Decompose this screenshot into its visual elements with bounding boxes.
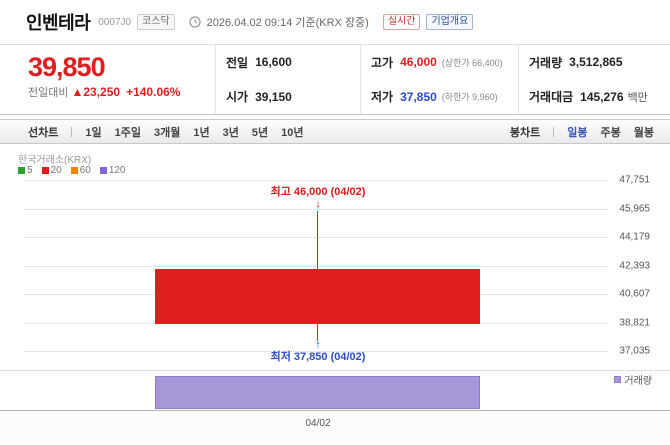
stock-code: 0007J0: [98, 16, 132, 28]
lower-wick: [317, 324, 318, 341]
amount-value: 145,276: [580, 89, 624, 104]
y-axis-tick: 37,035: [619, 345, 650, 357]
tab-10year[interactable]: 10년: [281, 126, 304, 139]
low-annotation-text: 최저 37,850 (04/02): [270, 351, 366, 363]
y-axis-tick: 45,965: [619, 203, 650, 215]
realtime-button[interactable]: 실시간: [382, 14, 421, 30]
y-axis-tick: 47,751: [619, 174, 650, 186]
change-percent: +140.06%: [126, 85, 181, 100]
y-axis-tick: 40,607: [619, 288, 650, 300]
gridline: [25, 209, 608, 210]
upper-wick: [317, 211, 318, 269]
y-axis-tick: 44,179: [619, 231, 650, 243]
volume-cell: 거래량 3,512,865: [518, 45, 670, 80]
ma-60-swatch: [70, 167, 78, 174]
open-value: 39,150: [255, 89, 292, 104]
volume-label: 거래량: [529, 55, 563, 70]
gridline: [25, 180, 608, 181]
y-axis-tick: 42,393: [619, 260, 650, 272]
tab-monthly-candle[interactable]: 월봉: [633, 126, 654, 139]
company-overview-button[interactable]: 기업개요: [426, 14, 474, 30]
amount-cell: 거래대금 145,276 백만: [518, 79, 670, 114]
ma-20: 20: [41, 165, 62, 176]
gridline: [25, 237, 608, 238]
current-price: 39,850: [28, 52, 106, 82]
volume-legend: 거래량: [614, 372, 652, 387]
tab-3year[interactable]: 3년: [222, 126, 239, 139]
x-axis: 04/02: [0, 411, 670, 444]
market-badge: 코스닥: [137, 14, 175, 30]
y-axis-tick: 38,821: [619, 317, 650, 329]
line-chart-group: 선차트 1일 1주일 3개월 1년 3년 5년 10년: [28, 124, 303, 140]
open-label: 시가: [226, 90, 249, 105]
quote-datetime: 2026.04.02 09:14 기준(KRX 장중): [206, 17, 369, 29]
low-cell: 저가 37,850 (하한가 9,960): [360, 79, 518, 114]
prev-close-cell: 전일 16,600: [215, 45, 360, 80]
tab-1week[interactable]: 1주일: [114, 126, 141, 139]
change-label: 전일대비: [28, 87, 69, 100]
chart-toolbar: 선차트 1일 1주일 3개월 1년 3년 5년 10년 봉차트 일봉 주봉 월봉: [0, 119, 670, 144]
amount-label: 거래대금: [529, 90, 574, 105]
price-detail-grid: 전일 16,600 고가 46,000 (상한가 66,400) 거래량 3,5…: [215, 45, 670, 114]
upper-limit: (상한가 66,400): [441, 57, 503, 68]
low-value: 37,850: [400, 89, 437, 104]
volume-legend-label: 거래량: [624, 376, 652, 387]
prev-close-label: 전일: [226, 55, 249, 70]
ma-20-label: 20: [50, 165, 62, 176]
high-annotation-text: 최고 46,000 (04/02): [270, 186, 366, 198]
tab-weekly-candle[interactable]: 주봉: [600, 126, 621, 139]
tab-daily-candle[interactable]: 일봉: [567, 126, 588, 139]
arrow-up-icon: ↑: [315, 339, 321, 351]
ma-120-label: 120: [108, 165, 126, 176]
low-label: 저가: [371, 90, 394, 105]
high-annotation: 최고 46,000 (04/02) ↓: [271, 186, 366, 210]
exchange-label: 한국거래소(KRX): [18, 155, 92, 166]
arrow-down-icon: ↓: [315, 198, 321, 210]
x-axis-tick: 04/02: [305, 418, 331, 429]
candle-body: [155, 269, 480, 324]
price-panel: 39,850 전일대비 ▲23,250 +140.06% 전일 16,600 고가 …: [0, 44, 670, 115]
stock-name: 인벤테라: [26, 13, 91, 33]
volume-swatch: [614, 376, 622, 383]
ma-60-label: 60: [79, 165, 91, 176]
ma-120-swatch: [99, 167, 107, 174]
header: 인벤테라 0007J0 코스닥 2026.04.02 09:14 기준(KRX …: [0, 0, 670, 44]
ma-5-swatch: [18, 167, 25, 174]
ma-120: 120: [99, 165, 126, 176]
clock-icon: [189, 16, 201, 28]
candlestick-chart: 47,751 45,965 44,179 42,393 40,607 38,82…: [0, 144, 670, 411]
gridline: [25, 266, 608, 267]
ma-20-swatch: [41, 167, 49, 174]
lower-limit: (하한가 9,960): [441, 92, 498, 103]
candle-chart-label: 봉차트: [509, 126, 541, 139]
current-price-block: 39,850 전일대비 ▲23,250 +140.06%: [0, 45, 215, 114]
high-cell: 고가 46,000 (상한가 66,400): [360, 45, 518, 80]
tab-5year[interactable]: 5년: [251, 126, 269, 139]
volume-bar: [155, 376, 480, 409]
high-value: 46,000: [400, 55, 437, 70]
separator: [71, 126, 73, 137]
tab-1year[interactable]: 1년: [193, 126, 210, 139]
volume-value: 3,512,865: [569, 55, 623, 70]
amount-unit: 백만: [627, 91, 648, 104]
separator: [553, 126, 555, 137]
gridline: [25, 351, 608, 352]
tab-3month[interactable]: 3개월: [153, 126, 181, 139]
ma-5: 5: [18, 165, 33, 176]
ma-legend: 5 20 60 120: [18, 165, 126, 176]
tab-1day[interactable]: 1일: [85, 126, 102, 139]
open-cell: 시가 39,150: [215, 79, 360, 114]
volume-divider: [0, 370, 670, 371]
line-chart-label: 선차트: [28, 126, 59, 139]
prev-close-value: 16,600: [255, 55, 292, 70]
candle-chart-group: 봉차트 일봉 주봉 월봉: [510, 124, 654, 140]
ma-60: 60: [70, 165, 91, 176]
high-label: 고가: [371, 55, 394, 70]
change-value: ▲23,250: [71, 85, 121, 100]
ma-5-label: 5: [27, 165, 33, 176]
low-annotation: ↑ 최저 37,850 (04/02): [271, 339, 366, 363]
price-change-row: 전일대비 ▲23,250 +140.06%: [28, 84, 215, 100]
